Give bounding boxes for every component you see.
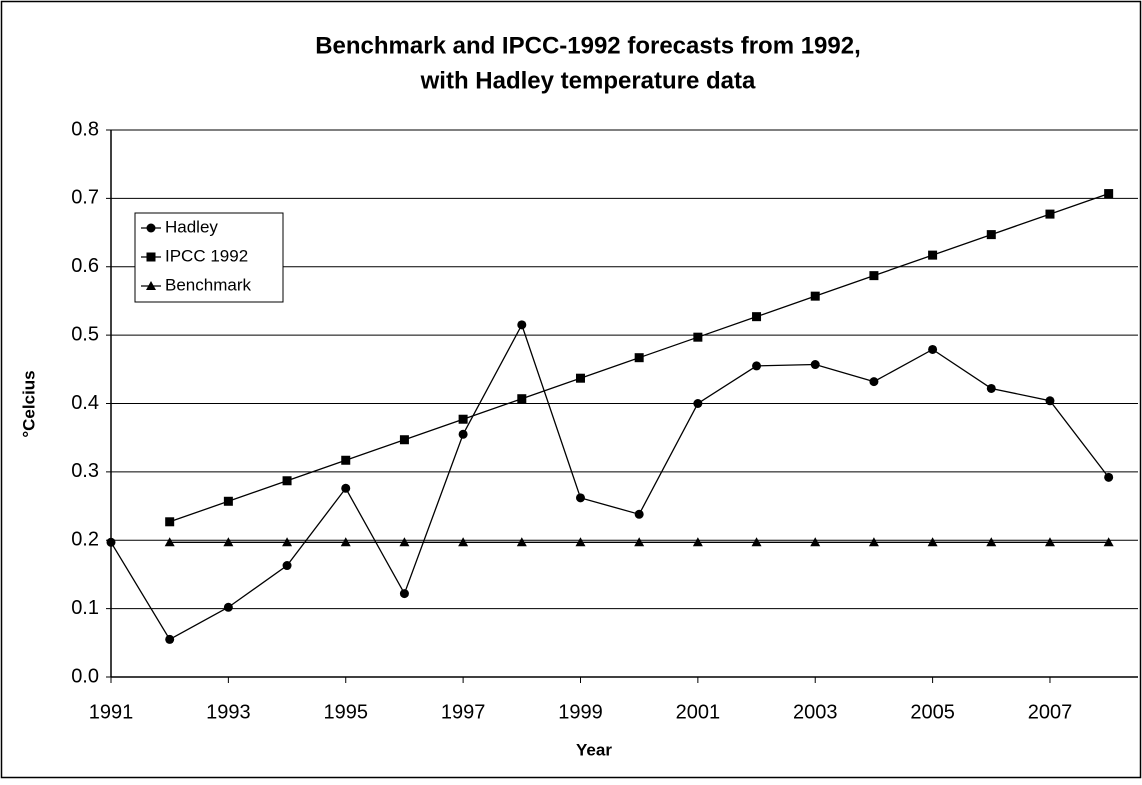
marker (399, 537, 410, 547)
legend-label: IPCC 1992 (165, 246, 248, 265)
marker (165, 634, 175, 644)
legend-label: Hadley (165, 217, 218, 236)
marker (575, 493, 585, 503)
chart-title: Benchmark and IPCC-1992 forecasts from 1… (315, 32, 861, 59)
marker (164, 537, 175, 547)
marker (458, 537, 469, 547)
marker (869, 377, 879, 387)
marker (458, 414, 468, 424)
marker (341, 483, 351, 493)
legend-label: Benchmark (165, 275, 251, 294)
marker (986, 537, 997, 547)
y-tick-label: 0.8 (71, 118, 99, 140)
marker (1045, 396, 1055, 406)
marker (693, 399, 703, 408)
marker (1104, 189, 1114, 199)
y-tick-label: 0.0 (71, 665, 99, 687)
y-tick-label: 0.6 (71, 255, 99, 277)
marker (752, 361, 762, 371)
marker (282, 476, 292, 486)
marker (634, 537, 645, 547)
y-tick-label: 0.5 (71, 323, 99, 345)
marker (986, 383, 996, 393)
x-tick-label: 1993 (206, 701, 251, 723)
legend: Hadley IPCC 1992 Benchmark (134, 212, 284, 303)
marker (986, 230, 996, 240)
marker (223, 537, 234, 547)
marker (399, 589, 409, 599)
marker (1044, 537, 1055, 547)
marker (928, 344, 938, 354)
marker (751, 537, 762, 547)
x-tick-label: 1999 (558, 701, 603, 723)
marker (634, 353, 644, 363)
marker (146, 252, 156, 262)
marker (693, 332, 703, 342)
marker (810, 360, 820, 370)
marker (1045, 209, 1055, 219)
marker (868, 537, 879, 547)
series-line (110, 323, 1110, 641)
y-tick-label: 0.3 (71, 460, 99, 482)
marker (516, 537, 527, 547)
marker (146, 281, 156, 290)
marker (106, 537, 116, 547)
marker (282, 561, 292, 571)
marker (927, 537, 938, 547)
x-tick-label: 2003 (793, 701, 838, 723)
marker (869, 271, 879, 281)
y-tick-label: 0.2 (71, 529, 99, 551)
x-tick-label: 2001 (676, 701, 721, 723)
marker (634, 509, 644, 519)
marker (575, 373, 585, 383)
marker (1104, 472, 1114, 482)
marker (810, 291, 820, 301)
marker (165, 517, 175, 527)
marker (341, 455, 351, 465)
marker (692, 537, 703, 547)
y-tick-label: 0.1 (71, 597, 99, 619)
marker (223, 602, 233, 612)
marker (399, 435, 409, 445)
marker (575, 537, 586, 547)
marker (928, 250, 938, 260)
marker (458, 429, 468, 439)
marker (517, 394, 527, 404)
x-tick-label: 1997 (441, 701, 486, 723)
x-tick-label: 1995 (323, 701, 368, 723)
y-axis-label: °Celcius (19, 370, 38, 437)
x-tick-label: 1991 (89, 701, 134, 723)
chart-title: with Hadley temperature data (420, 67, 756, 94)
marker (223, 496, 233, 506)
marker (340, 537, 351, 547)
x-tick-label: 2007 (1028, 701, 1073, 723)
y-tick-label: 0.7 (71, 187, 99, 209)
marker (810, 537, 821, 547)
y-tick-label: 0.4 (71, 392, 99, 414)
marker (752, 312, 762, 322)
marker (517, 320, 527, 330)
marker (282, 537, 293, 547)
marker (146, 223, 156, 233)
marker (1103, 537, 1114, 547)
x-tick-label: 2005 (910, 701, 955, 723)
x-axis-label: Year (576, 740, 612, 759)
